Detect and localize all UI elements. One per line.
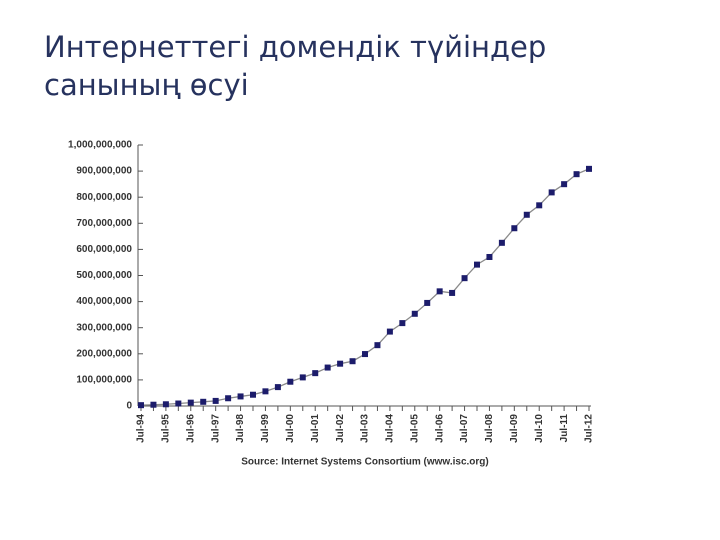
x-tick-label: Jul-00: [285, 414, 296, 443]
data-point: [262, 388, 269, 395]
data-point: [312, 370, 319, 377]
data-point: [138, 402, 144, 409]
data-point: [212, 397, 219, 404]
data-point: [225, 395, 232, 402]
data-point: [187, 399, 194, 406]
data-point: [349, 358, 356, 365]
data-point: [162, 401, 169, 408]
x-tick-label: Jul-95: [161, 414, 172, 443]
data-point: [511, 225, 518, 232]
x-tick-label: Jul-97: [210, 414, 221, 443]
x-tick-label: Jul-06: [434, 414, 445, 443]
data-point: [474, 261, 480, 268]
x-tick-label: Jul-12: [584, 414, 595, 443]
x-tick-label: Jul-02: [335, 414, 346, 443]
y-tick-label: 600,000,000: [76, 244, 132, 255]
data-point: [374, 342, 381, 349]
data-point: [424, 299, 431, 306]
y-tick-label: 900,000,000: [76, 166, 132, 177]
x-tick-label: Jul-01: [310, 414, 321, 443]
y-tick-label: 1,000,000,000: [68, 140, 132, 151]
data-point: [337, 360, 344, 367]
data-point: [150, 401, 157, 408]
data-point: [324, 364, 331, 371]
y-tick-label: 100,000,000: [76, 375, 132, 386]
data-point: [436, 288, 443, 295]
y-tick-label: 500,000,000: [76, 270, 132, 281]
data-point: [548, 189, 555, 196]
x-tick-label: Jul-10: [534, 414, 545, 443]
data-point: [461, 275, 468, 282]
x-tick-label: Jul-96: [185, 414, 196, 443]
y-tick-label: 200,000,000: [76, 348, 132, 359]
data-point: [362, 351, 368, 358]
data-point: [399, 320, 406, 327]
x-tick-label: Jul-94: [136, 414, 147, 443]
y-tick-label: 300,000,000: [76, 322, 132, 333]
y-tick-label: 400,000,000: [76, 296, 132, 307]
data-point: [386, 328, 393, 335]
data-point: [299, 374, 306, 381]
slide-title: Интернеттегі домендік түйіндер санының ө…: [44, 30, 547, 102]
data-point: [250, 391, 256, 398]
x-tick-label: Jul-09: [509, 414, 520, 443]
data-point: [200, 398, 207, 405]
data-point: [561, 181, 568, 188]
data-point: [175, 400, 182, 407]
data-point: [287, 378, 294, 385]
data-point: [449, 289, 456, 296]
y-tick-label: 700,000,000: [76, 218, 132, 229]
x-tick-label: Jul-04: [385, 414, 396, 443]
x-tick-label: Jul-05: [409, 414, 420, 443]
data-point: [498, 239, 505, 246]
x-tick-label: Jul-08: [484, 414, 495, 443]
chart-source: Source: Internet Systems Consortium (www…: [241, 457, 488, 468]
x-tick-label: Jul-98: [235, 414, 246, 443]
y-tick-label: 800,000,000: [76, 192, 132, 203]
data-point: [274, 384, 281, 391]
data-point: [411, 310, 418, 317]
x-tick-label: Jul-03: [360, 414, 371, 443]
data-point: [536, 202, 543, 209]
data-point: [573, 171, 580, 178]
data-point: [523, 211, 530, 218]
data-point: [237, 393, 244, 400]
x-tick-label: Jul-11: [559, 414, 570, 443]
data-point: [586, 165, 592, 172]
x-tick-label: Jul-99: [260, 414, 271, 443]
series-line: [140, 168, 590, 406]
y-tick-label: 0: [126, 401, 132, 412]
x-tick-label: Jul-07: [459, 414, 470, 443]
data-point: [486, 253, 493, 260]
